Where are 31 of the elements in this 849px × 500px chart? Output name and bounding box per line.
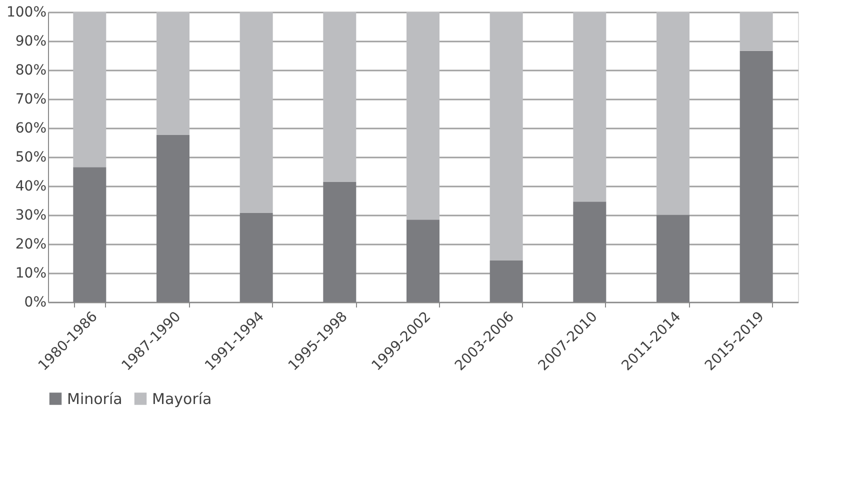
bar (73, 167, 106, 302)
bar (240, 12, 273, 213)
bar (323, 12, 356, 182)
bar (740, 12, 773, 51)
legend-label: Mayoría (152, 390, 212, 408)
y-tick-label: 100% (6, 4, 46, 20)
bar (156, 12, 190, 135)
bar (573, 202, 606, 302)
y-tick-label: 70% (15, 92, 46, 108)
y-tick-label: 30% (15, 208, 46, 224)
y-tick-label: 10% (15, 266, 46, 282)
bar (490, 260, 523, 302)
legend-label: Minoría (67, 390, 122, 408)
bar (656, 214, 690, 302)
y-tick-label: 90% (15, 34, 46, 50)
bar (656, 12, 690, 215)
y-tick-label: 20% (15, 236, 46, 252)
bar (406, 220, 440, 302)
bar (740, 50, 773, 302)
bar (240, 212, 273, 302)
y-tick-label: 0% (24, 294, 46, 310)
y-tick-label: 50% (15, 150, 46, 166)
bar (156, 134, 190, 302)
bar (406, 12, 440, 220)
y-tick-label: 40% (15, 178, 46, 194)
bar (73, 12, 106, 168)
bar (323, 182, 356, 302)
bar (490, 12, 523, 261)
y-tick-label: 60% (15, 120, 46, 136)
y-tick-label: 80% (15, 62, 46, 78)
bar (573, 12, 606, 202)
